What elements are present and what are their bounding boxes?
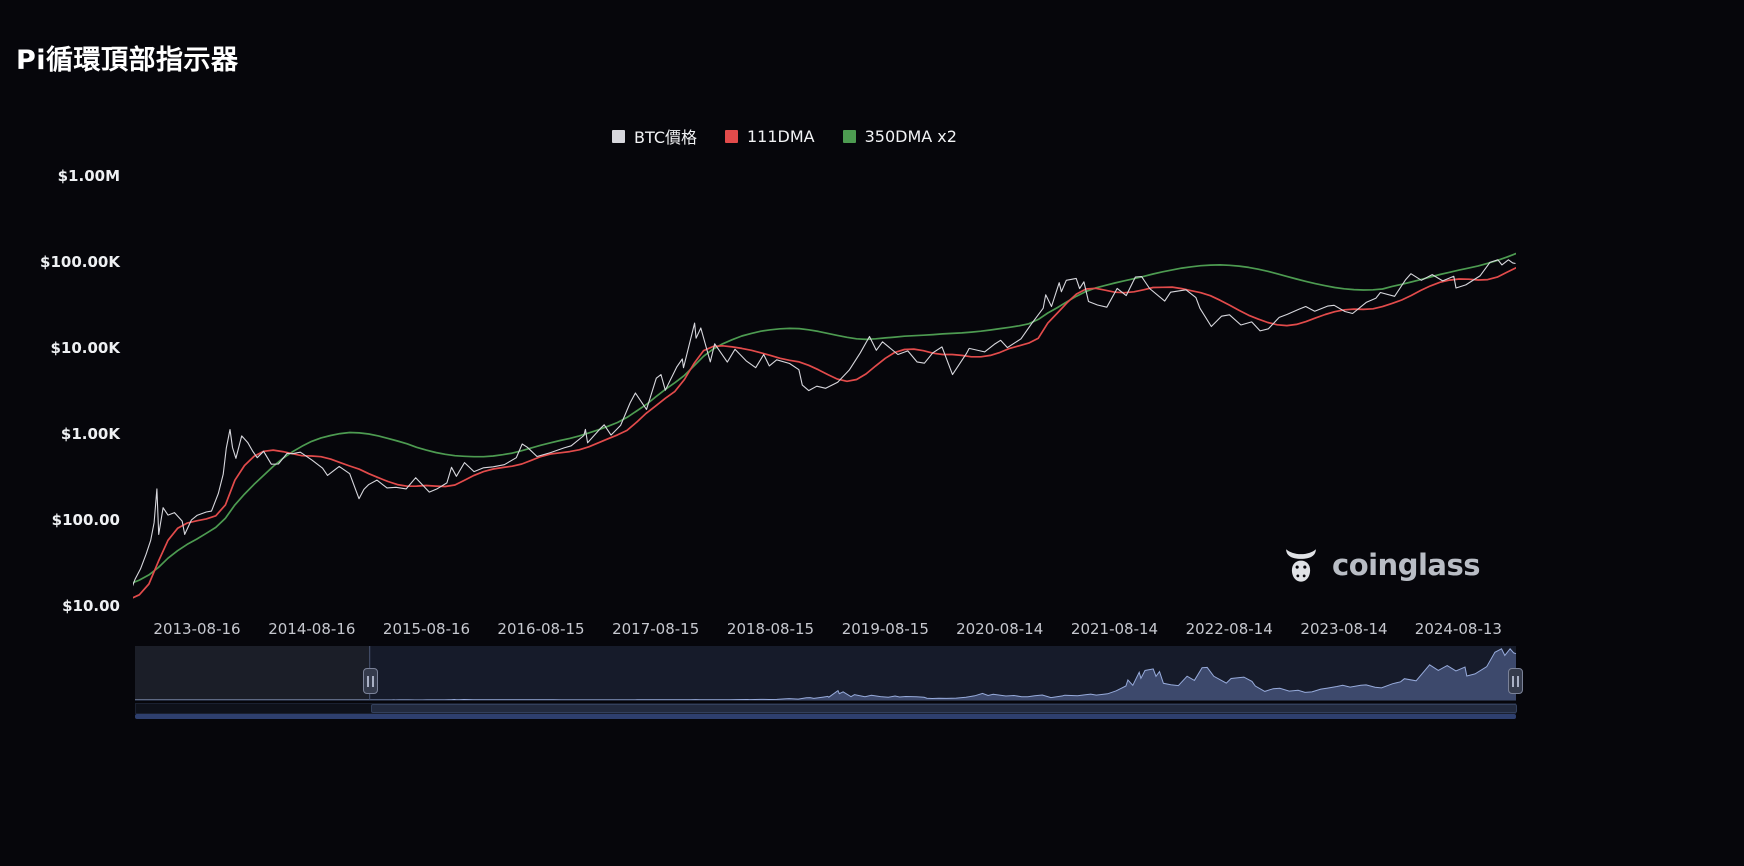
legend-label-350dma-x2: 350DMA x2 (864, 126, 957, 146)
legend-label-111dma: 111DMA (747, 126, 815, 146)
svg-text:2023-08-14: 2023-08-14 (1300, 620, 1387, 638)
coinglass-bull-logo-icon (1286, 549, 1316, 582)
scrollbar-accent-bar (135, 714, 1516, 719)
svg-text:2014-08-16: 2014-08-16 (268, 620, 355, 638)
legend-item-111dma[interactable]: 111DMA (725, 127, 815, 146)
svg-text:$100.00: $100.00 (52, 511, 120, 529)
chart-scrollbar-track[interactable] (135, 703, 1517, 714)
svg-text:2017-08-15: 2017-08-15 (612, 620, 699, 638)
legend-swatch-btc-price-icon (612, 129, 625, 143)
svg-text:2024-08-13: 2024-08-13 (1415, 620, 1502, 638)
legend-label-btc-price: BTC價格 (634, 128, 697, 147)
page-title: Pi循環頂部指示器 (16, 45, 239, 76)
coinglass-wordmark: coinglass (1332, 548, 1481, 582)
handle-grip-icon (366, 675, 369, 687)
svg-text:$1.00K: $1.00K (61, 425, 121, 443)
svg-text:2022-08-14: 2022-08-14 (1186, 620, 1273, 638)
legend-swatch-111dma-icon (725, 129, 738, 143)
handle-grip-icon (1512, 675, 1514, 687)
legend-swatch-350dma-x2-icon (842, 129, 856, 143)
navigator-left-handle[interactable] (362, 668, 378, 694)
handle-grip-icon (1517, 675, 1519, 687)
navigator-right-handle[interactable] (1508, 668, 1523, 694)
svg-text:2016-08-15: 2016-08-15 (497, 620, 584, 638)
svg-text:$10.00K: $10.00K (50, 339, 121, 357)
svg-text:2019-08-15: 2019-08-15 (842, 620, 929, 638)
chart-legend: BTC價格 111DMA 350DMA x2 (612, 124, 957, 148)
svg-text:2015-08-16: 2015-08-16 (383, 620, 470, 638)
chart-scrollbar-thumb[interactable] (370, 704, 1517, 713)
legend-item-btc-price[interactable]: BTC價格 (612, 124, 697, 148)
svg-text:2021-08-14: 2021-08-14 (1071, 620, 1158, 638)
svg-text:2013-08-16: 2013-08-16 (153, 620, 240, 638)
legend-item-350dma-x2[interactable]: 350DMA x2 (842, 126, 957, 146)
svg-text:2020-08-14: 2020-08-14 (956, 620, 1043, 638)
coinglass-watermark: coinglass (1280, 544, 1481, 586)
svg-text:$1.00M: $1.00M (58, 167, 120, 185)
svg-text:$10.00: $10.00 (62, 597, 120, 615)
handle-grip-icon (371, 675, 374, 687)
svg-text:2018-08-15: 2018-08-15 (727, 620, 814, 638)
svg-text:$100.00K: $100.00K (40, 253, 121, 271)
